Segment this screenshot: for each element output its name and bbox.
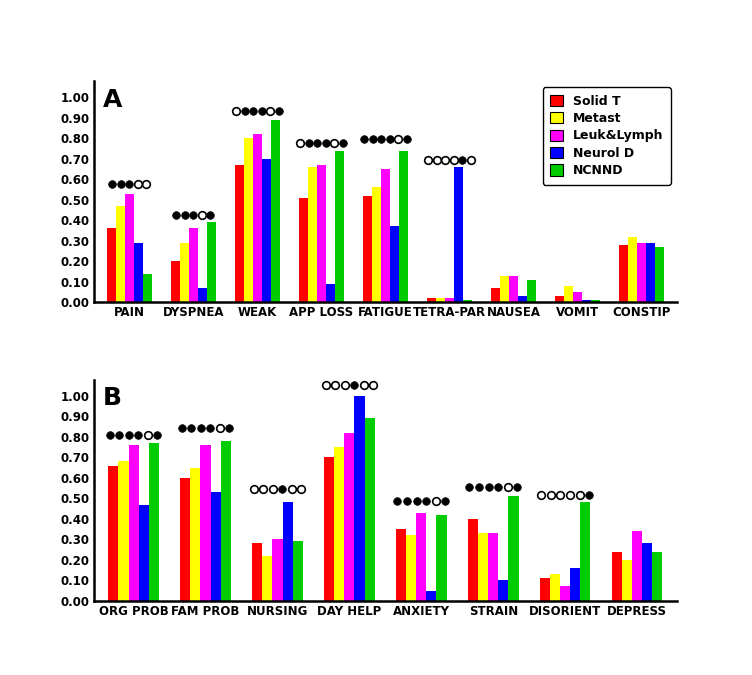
Bar xyxy=(508,496,519,601)
Bar xyxy=(198,288,207,302)
Bar xyxy=(499,580,508,601)
Bar xyxy=(646,243,655,302)
Bar xyxy=(253,134,262,302)
Bar xyxy=(445,298,454,302)
Bar xyxy=(252,543,262,601)
Bar xyxy=(406,535,417,601)
Bar xyxy=(116,206,125,302)
Bar xyxy=(622,560,632,601)
Bar xyxy=(235,165,244,302)
Bar xyxy=(560,587,570,601)
Bar xyxy=(564,286,573,302)
Bar xyxy=(143,273,152,302)
Bar xyxy=(582,300,591,302)
Bar xyxy=(454,167,463,302)
Bar xyxy=(365,418,374,601)
Bar xyxy=(436,298,445,302)
Bar xyxy=(180,243,189,302)
Bar xyxy=(427,298,436,302)
Bar xyxy=(207,222,216,302)
Bar xyxy=(308,167,317,302)
Bar xyxy=(272,539,283,601)
Bar xyxy=(335,151,344,302)
Bar xyxy=(478,533,488,601)
Bar xyxy=(190,468,201,601)
Bar xyxy=(426,591,436,601)
Legend: Solid T, Metast, Leuk&Lymph, Neurol D, NCNND: Solid T, Metast, Leuk&Lymph, Neurol D, N… xyxy=(542,87,671,185)
Bar xyxy=(632,531,642,601)
Bar xyxy=(293,541,302,601)
Bar xyxy=(555,296,564,302)
Bar xyxy=(612,551,622,601)
Bar xyxy=(335,447,344,601)
Bar xyxy=(573,292,582,302)
Bar xyxy=(283,502,293,601)
Bar xyxy=(468,519,478,601)
Bar xyxy=(518,296,527,302)
Bar xyxy=(372,188,381,302)
Bar xyxy=(129,445,138,601)
Bar xyxy=(189,228,198,302)
Bar xyxy=(436,515,447,601)
Bar xyxy=(244,138,253,302)
Bar xyxy=(107,228,116,302)
Bar xyxy=(271,120,280,302)
Bar xyxy=(211,492,220,601)
Bar xyxy=(396,529,406,601)
Text: B: B xyxy=(103,386,122,410)
Bar xyxy=(637,243,646,302)
Bar xyxy=(540,578,550,601)
Bar xyxy=(354,396,365,601)
Bar xyxy=(642,543,652,601)
Bar xyxy=(119,462,129,601)
Bar xyxy=(262,556,272,601)
Bar xyxy=(488,533,499,601)
Bar xyxy=(655,247,664,302)
Bar xyxy=(381,169,390,302)
Bar xyxy=(652,551,663,601)
Bar xyxy=(591,300,600,302)
Bar xyxy=(399,151,408,302)
Bar xyxy=(201,445,211,601)
Bar xyxy=(171,261,180,302)
Bar xyxy=(326,284,335,302)
Bar xyxy=(570,568,581,601)
Bar xyxy=(149,443,159,601)
Bar xyxy=(299,198,308,302)
Bar xyxy=(550,574,560,601)
Bar xyxy=(363,196,372,302)
Bar xyxy=(527,279,536,302)
Bar xyxy=(108,466,119,601)
Bar xyxy=(344,433,354,601)
Bar xyxy=(180,478,190,601)
Bar xyxy=(581,502,590,601)
Bar xyxy=(125,194,134,302)
Bar xyxy=(491,288,500,302)
Bar xyxy=(138,504,149,601)
Bar xyxy=(417,513,426,601)
Bar xyxy=(324,458,335,601)
Bar xyxy=(262,159,271,302)
Bar xyxy=(628,237,637,302)
Bar xyxy=(463,300,472,302)
Bar xyxy=(390,226,399,302)
Bar xyxy=(509,275,518,302)
Bar xyxy=(317,165,326,302)
Text: A: A xyxy=(103,88,122,111)
Bar xyxy=(500,275,509,302)
Bar xyxy=(619,245,628,302)
Bar xyxy=(134,243,143,302)
Bar xyxy=(220,441,231,601)
